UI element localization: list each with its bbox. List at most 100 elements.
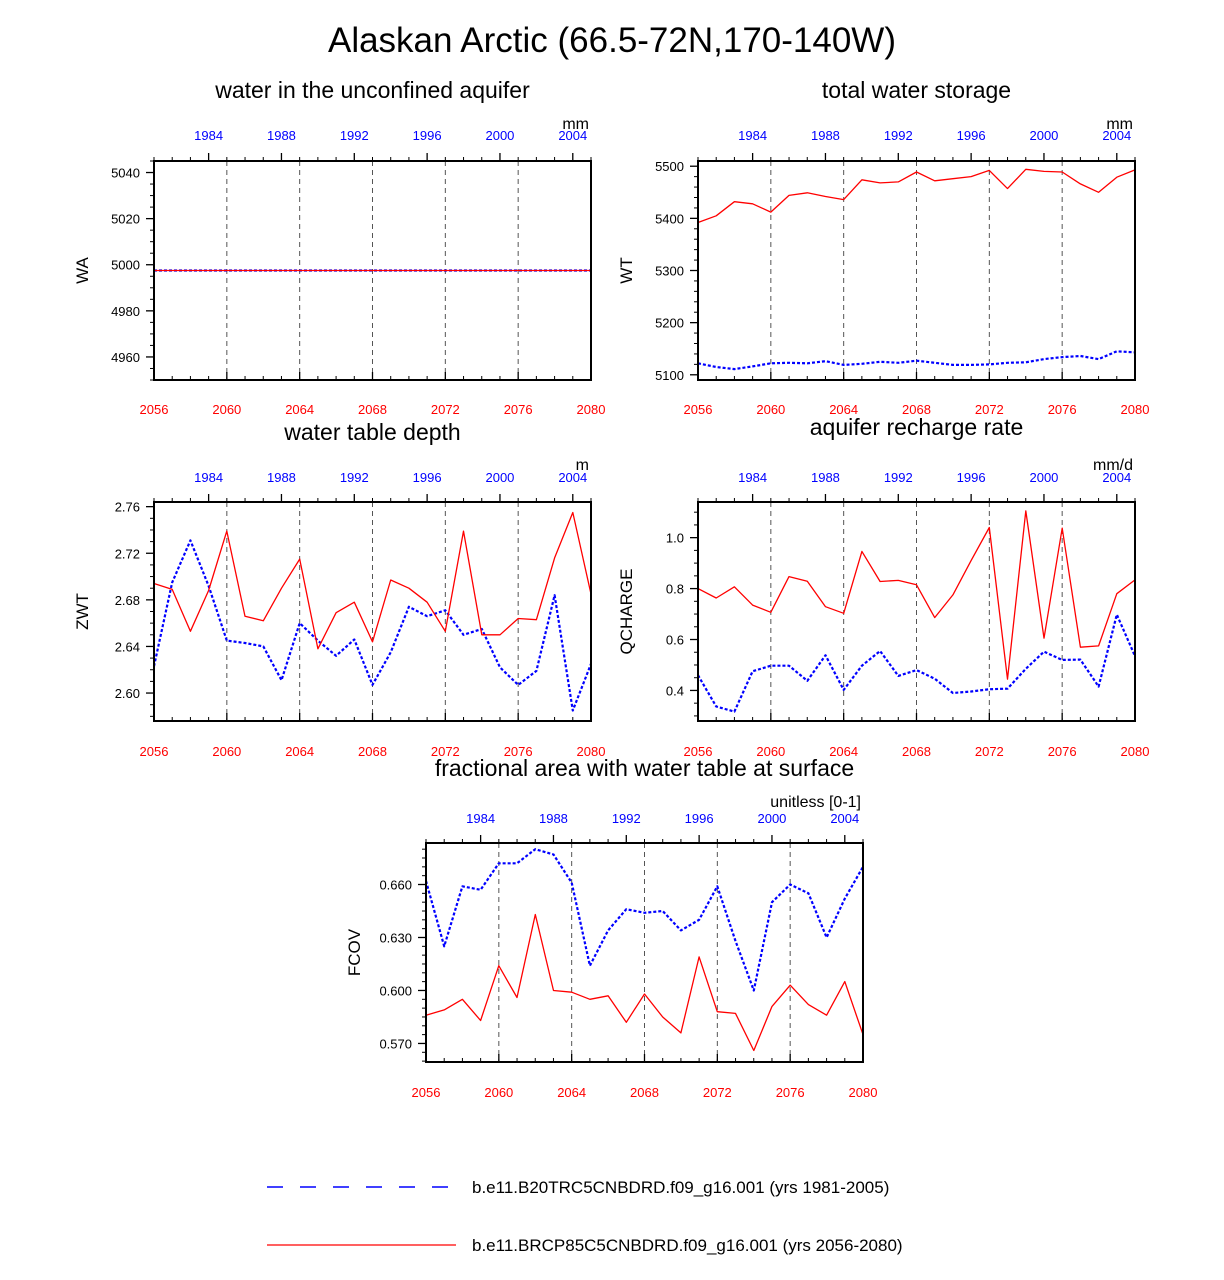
qcharge-units: mm/d: [1093, 457, 1133, 474]
qcharge-xtick-label-bottom: 2068: [902, 744, 931, 759]
zwt-xtick-label-bottom: 2076: [504, 744, 533, 759]
wt-xtick-label-top: 1988: [811, 128, 840, 143]
legend: b.e11.B20TRC5CNBDRD.f09_g16.001 (yrs 198…: [267, 1178, 903, 1255]
fcov-units: unitless [0-1]: [770, 794, 861, 811]
wt-series-future: [697, 168, 1136, 224]
qcharge-xtick-label-top: 1988: [811, 470, 840, 485]
wt-xtick-label-bottom: 2064: [829, 402, 858, 417]
wa-title: water in the unconfined aquifer: [214, 77, 530, 103]
zwt-ytick-label: 2.72: [115, 546, 140, 561]
qcharge-ytick-label: 0.4: [666, 683, 684, 698]
qcharge-xtick-label-top: 1992: [884, 470, 913, 485]
wt-xtick-label-bottom: 2068: [902, 402, 931, 417]
fcov-xtick-label-top: 2004: [830, 811, 859, 826]
zwt-frame: [153, 501, 592, 722]
fcov-xtick-label-top: 1996: [685, 811, 714, 826]
zwt-xtick-label-bottom: 2060: [212, 744, 241, 759]
qcharge-series-future: [697, 510, 1136, 680]
fcov-series-future: [425, 913, 864, 1052]
wa-ytick-label: 4980: [111, 304, 140, 319]
qcharge-ylabel: QCHARGE: [617, 569, 636, 655]
qcharge-ytick-label: 0.6: [666, 633, 684, 648]
fcov-panel: fractional area with water table at surf…: [345, 755, 877, 1100]
qcharge-xtick-label-bottom: 2064: [829, 744, 858, 759]
qcharge-title: aquifer recharge rate: [810, 414, 1024, 440]
wa-ytick-label: 5000: [111, 258, 140, 273]
zwt-ytick-label: 2.64: [115, 639, 140, 654]
fcov-frame: [425, 842, 864, 1063]
qcharge-xtick-label-bottom: 2076: [1048, 744, 1077, 759]
zwt-xtick-label-top: 1992: [340, 470, 369, 485]
zwt-xtick-label-top: 1984: [194, 470, 223, 485]
fcov-xtick-label-bottom: 2064: [557, 1085, 586, 1100]
fcov-xtick-label-bottom: 2056: [412, 1085, 441, 1100]
wt-ytick-label: 5100: [655, 368, 684, 383]
wa-xtick-label-top: 1984: [194, 128, 223, 143]
fcov-xtick-label-top: 2000: [757, 811, 786, 826]
zwt-ytick-label: 2.76: [115, 500, 140, 515]
wt-xtick-label-bottom: 2072: [975, 402, 1004, 417]
wt-xtick-label-bottom: 2056: [684, 402, 713, 417]
qcharge-frame: [697, 501, 1136, 722]
qcharge-ytick-label: 0.8: [666, 582, 684, 597]
fcov-xtick-label-bottom: 2060: [484, 1085, 513, 1100]
fcov-xtick-label-bottom: 2080: [849, 1085, 878, 1100]
wa-xtick-label-bottom: 2080: [577, 402, 606, 417]
qcharge-xtick-label-bottom: 2060: [756, 744, 785, 759]
wa-xtick-label-bottom: 2064: [285, 402, 314, 417]
panels: water in the unconfined aquifer mm WA 2056 2…: [73, 77, 1149, 1100]
wa-frame: [153, 160, 592, 381]
wa-xtick-label-top: 2000: [485, 128, 514, 143]
wa-ytick-label: 5040: [111, 166, 140, 181]
fcov-series-past: [424, 848, 864, 992]
legend-label-2: b.e11.BRCP85C5CNBDRD.f09_g16.001 (yrs 20…: [472, 1236, 903, 1255]
zwt-xtick-label-bottom: 2080: [577, 744, 606, 759]
qcharge-panel: aquifer recharge rate mm/d QCHARGE 2056 2060…: [617, 414, 1149, 759]
qcharge-xtick-label-bottom: 2056: [684, 744, 713, 759]
wa-ylabel: WA: [73, 256, 92, 283]
fcov-xtick-label-top: 1988: [539, 811, 568, 826]
wa-xtick-label-top: 1996: [413, 128, 442, 143]
zwt-xtick-label-bottom: 2072: [431, 744, 460, 759]
zwt-xtick-label-bottom: 2064: [285, 744, 314, 759]
fcov-xtick-label-top: 1984: [466, 811, 495, 826]
zwt-units: m: [576, 457, 589, 474]
wt-xtick-label-top: 1992: [884, 128, 913, 143]
fcov-title: fractional area with water table at surf…: [435, 755, 854, 781]
wt-xtick-label-bottom: 2060: [756, 402, 785, 417]
wa-xtick-label-top: 2004: [558, 128, 587, 143]
wa-xtick-label-bottom: 2068: [358, 402, 387, 417]
zwt-series-past: [152, 539, 593, 712]
wt-ylabel: WT: [617, 257, 636, 283]
zwt-xtick-label-top: 2000: [485, 470, 514, 485]
zwt-xtick-label-bottom: 2068: [358, 744, 387, 759]
fcov-ytick-label: 0.630: [379, 930, 412, 945]
wa-xtick-label-bottom: 2076: [504, 402, 533, 417]
qcharge-xtick-label-top: 1984: [738, 470, 767, 485]
wt-xtick-label-top: 1984: [738, 128, 767, 143]
wt-ytick-label: 5300: [655, 264, 684, 279]
qcharge-ytick-label: 1.0: [666, 531, 684, 546]
zwt-ylabel: ZWT: [73, 593, 92, 630]
wt-series-past: [697, 350, 1136, 371]
fcov-xtick-label-top: 1992: [612, 811, 641, 826]
wa-xtick-label-bottom: 2056: [140, 402, 169, 417]
zwt-xtick-label-top: 1988: [267, 470, 296, 485]
figure-title: Alaskan Arctic (66.5-72N,170-140W): [328, 21, 896, 60]
wt-xtick-label-top: 1996: [957, 128, 986, 143]
qcharge-xtick-label-bottom: 2072: [975, 744, 1004, 759]
fcov-ylabel: FCOV: [345, 928, 364, 976]
wt-ytick-label: 5500: [655, 159, 684, 174]
wa-xtick-label-top: 1988: [267, 128, 296, 143]
wt-xtick-label-bottom: 2080: [1121, 402, 1150, 417]
qcharge-xtick-label-top: 2000: [1029, 470, 1058, 485]
qcharge-xtick-label-top: 1996: [957, 470, 986, 485]
wt-xtick-label-top: 2004: [1102, 128, 1131, 143]
zwt-ytick-label: 2.68: [115, 593, 140, 608]
wa-xtick-label-bottom: 2060: [212, 402, 241, 417]
qcharge-xtick-label-bottom: 2080: [1121, 744, 1150, 759]
wa-ytick-label: 5020: [111, 212, 140, 227]
fcov-ytick-label: 0.570: [379, 1036, 412, 1051]
wt-title: total water storage: [822, 77, 1011, 103]
